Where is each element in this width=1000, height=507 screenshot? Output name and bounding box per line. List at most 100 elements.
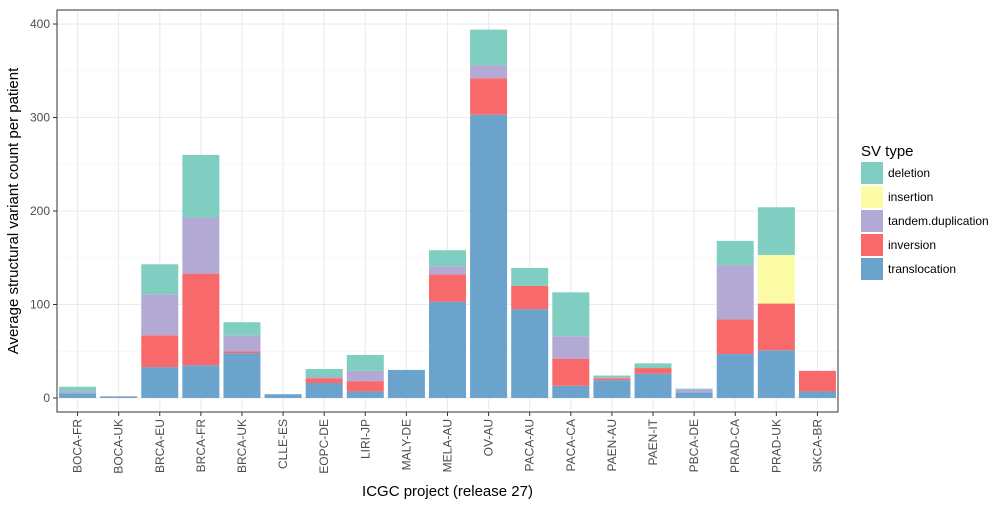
bar-segment-inversion xyxy=(511,285,549,310)
bar-segment-inversion xyxy=(470,78,508,115)
bar-segment-tandem-duplication xyxy=(552,336,590,359)
bar-segment-inversion xyxy=(141,335,179,368)
bar-segment-deletion xyxy=(141,264,179,295)
bar-segment-translocation xyxy=(552,385,590,398)
bar-segment-tandem-duplication xyxy=(716,265,754,320)
legend: SV type deletion insertion tandem.duplicat… xyxy=(861,143,989,280)
y-tick-label: 300 xyxy=(30,111,50,125)
x-tick-label: PAEN-IT xyxy=(646,418,660,465)
x-tick-label: PRAD-CA xyxy=(728,419,742,473)
bar-segment-translocation xyxy=(387,369,425,398)
x-tick-label: OV-AU xyxy=(482,419,496,456)
bar-segment-deletion xyxy=(346,354,384,371)
bar-segment-deletion xyxy=(675,388,713,390)
bar-segment-translocation xyxy=(634,373,672,398)
bar-segment-deletion xyxy=(59,386,97,392)
bar-segment-deletion xyxy=(223,322,261,336)
bar-segment-inversion xyxy=(223,351,261,354)
x-tick-label: PAEN-AU xyxy=(605,419,619,471)
legend-label: deletion xyxy=(888,166,930,180)
bar-segment-translocation xyxy=(223,353,261,398)
bar-segment-translocation xyxy=(757,350,795,398)
bar-segment-tandem-duplication xyxy=(675,389,713,393)
bar-segment-translocation xyxy=(675,392,713,398)
x-tick-label: MALY-DE xyxy=(399,419,413,470)
bar-segment-translocation xyxy=(305,383,343,398)
bar-segment-inversion xyxy=(552,358,590,386)
legend-swatch-tandem-duplication xyxy=(861,210,883,232)
bar-segment-inversion xyxy=(429,274,466,302)
x-tick-label: PBCA-DE xyxy=(687,419,701,472)
x-tick-label: PACA-CA xyxy=(564,419,578,471)
bar-segment-translocation xyxy=(798,391,836,398)
bar-segment-deletion xyxy=(305,368,343,377)
bar-segment-deletion xyxy=(757,207,795,255)
bar-segment-translocation xyxy=(593,380,631,398)
x-tick-label: PRAD-UK xyxy=(769,419,783,473)
bar-segment-translocation xyxy=(346,391,384,398)
x-axis-title: ICGC project (release 27) xyxy=(362,483,533,500)
legend-label: translocation xyxy=(888,262,956,276)
bar-segment-deletion xyxy=(470,29,508,66)
bar-segment-translocation xyxy=(511,309,549,398)
legend-swatch-deletion xyxy=(861,162,883,184)
bar-segment-deletion xyxy=(552,292,590,337)
x-tick-label: BOCA-UK xyxy=(112,419,126,474)
bar-segment-translocation xyxy=(100,397,138,398)
bar-segment-translocation xyxy=(264,394,302,398)
x-tick-label: BOCA-FR xyxy=(71,419,85,473)
y-tick-label: 0 xyxy=(43,391,50,405)
bar-segment-translocation xyxy=(716,354,754,398)
bar-segment-inversion xyxy=(593,378,631,381)
x-tick-label: MELA-AU xyxy=(441,419,455,472)
x-tick-label: BRCA-EU xyxy=(153,419,167,473)
x-tick-label: PACA-AU xyxy=(523,419,537,471)
bar-segment-tandem-duplication xyxy=(223,335,261,352)
bar-segment-inversion xyxy=(305,378,343,384)
bars-layer xyxy=(59,29,836,398)
x-tick-label: BRCA-FR xyxy=(194,419,208,473)
bar-segment-inversion xyxy=(757,303,795,351)
legend-label: tandem.duplication xyxy=(888,214,989,228)
bar-segment-deletion xyxy=(593,375,631,378)
x-tick-label: CLLE-ES xyxy=(276,419,290,469)
y-tick-label: 200 xyxy=(30,204,50,218)
bar-segment-translocation xyxy=(182,365,220,398)
bar-segment-tandem-duplication xyxy=(470,65,508,79)
legend-label: inversion xyxy=(888,238,936,252)
bar-segment-tandem-duplication xyxy=(59,391,97,394)
bar-segment-tandem-duplication xyxy=(141,294,179,336)
bar-segment-translocation xyxy=(470,114,508,398)
legend-swatch-inversion xyxy=(861,234,883,256)
bar-segment-inversion xyxy=(798,370,836,392)
bar-segment-tandem-duplication xyxy=(305,376,343,379)
bar-segment-inversion xyxy=(634,368,672,374)
bar-segment-deletion xyxy=(634,363,672,369)
y-tick-label: 400 xyxy=(30,17,50,31)
legend-swatch-translocation xyxy=(861,258,883,280)
bar-segment-inversion xyxy=(346,381,384,392)
bar-segment-translocation xyxy=(59,393,97,398)
x-tick-label: SKCA-BR xyxy=(810,419,824,473)
bar-segment-tandem-duplication xyxy=(346,370,384,382)
bar-segment-translocation xyxy=(429,301,466,398)
bar-segment-deletion xyxy=(511,268,549,286)
bar-segment-translocation xyxy=(141,367,179,398)
x-tick-label: LIRI-JP xyxy=(358,419,372,459)
bar-segment-inversion xyxy=(182,273,220,366)
legend-label: insertion xyxy=(888,190,933,204)
legend-swatch-insertion xyxy=(861,186,883,208)
bar-segment-tandem-duplication xyxy=(182,217,220,274)
bar-segment-deletion xyxy=(429,250,466,267)
bar-segment-inversion xyxy=(716,319,754,355)
x-tick-label: EOPC-DE xyxy=(317,419,331,474)
y-axis-title: Average structural variant count per pat… xyxy=(5,67,22,354)
x-tick-label: BRCA-UK xyxy=(235,419,249,473)
bar-segment-insertion xyxy=(757,254,795,304)
bar-segment-tandem-duplication xyxy=(100,396,138,398)
bar-segment-tandem-duplication xyxy=(593,377,631,379)
bar-segment-deletion xyxy=(716,240,754,266)
bar-segment-tandem-duplication xyxy=(429,266,466,275)
